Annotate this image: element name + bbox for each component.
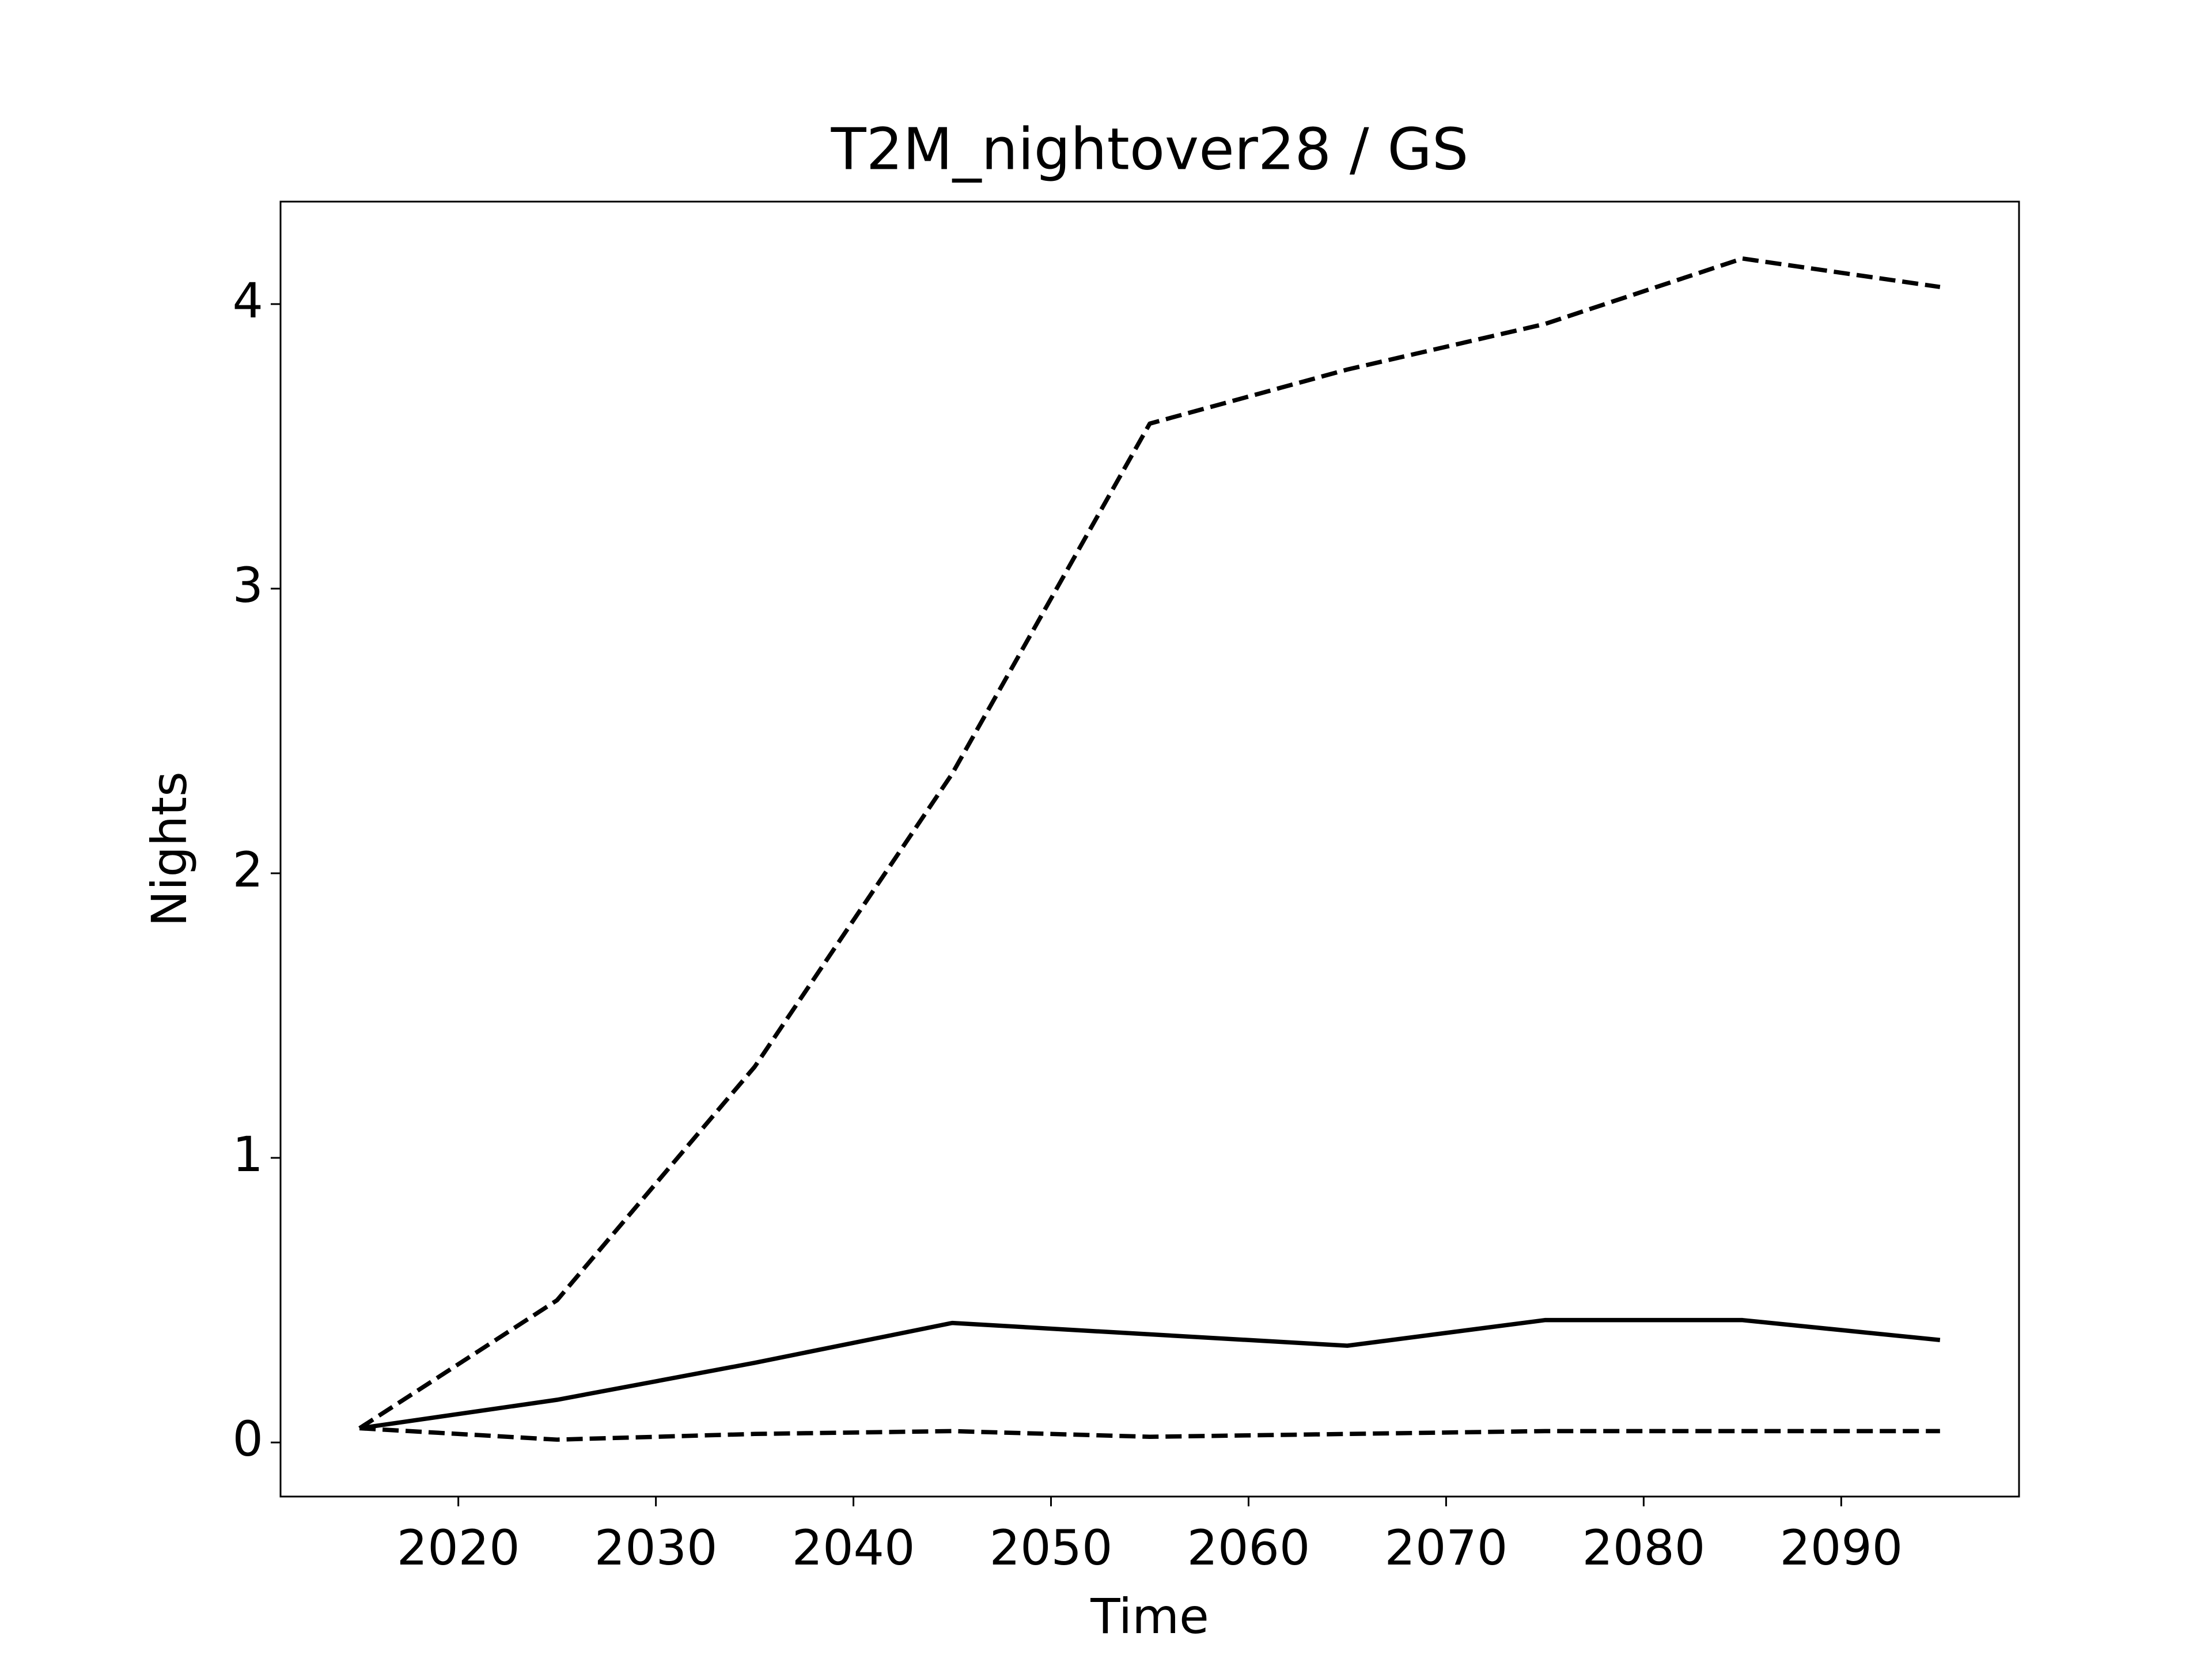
line-series xyxy=(358,256,1941,1430)
y-axis-label: Nights xyxy=(141,771,198,926)
x-tick-label: 2070 xyxy=(1385,1520,1508,1576)
x-tick-label: 2020 xyxy=(397,1520,520,1576)
y-tick-label: 0 xyxy=(233,1411,263,1467)
x-tick-label: 2030 xyxy=(594,1520,718,1576)
y-tick-label: 2 xyxy=(233,842,263,898)
line-series xyxy=(359,1426,1940,1442)
plot-frame xyxy=(279,200,2020,1498)
x-tick-label: 2090 xyxy=(1779,1520,1903,1576)
x-tick-label: 2040 xyxy=(792,1520,915,1576)
x-axis-label: Time xyxy=(1090,1588,1209,1645)
x-tick-label: 2050 xyxy=(990,1520,1113,1576)
x-tick-label: 2080 xyxy=(1582,1520,1705,1576)
chart-title: T2M_nightover28 / GS xyxy=(831,115,1469,183)
y-tick-label: 4 xyxy=(233,272,263,329)
y-tick-label: 3 xyxy=(233,557,263,613)
line-series xyxy=(359,1317,1941,1431)
y-tick-label: 1 xyxy=(233,1126,263,1183)
x-tick-label: 2060 xyxy=(1187,1520,1310,1576)
